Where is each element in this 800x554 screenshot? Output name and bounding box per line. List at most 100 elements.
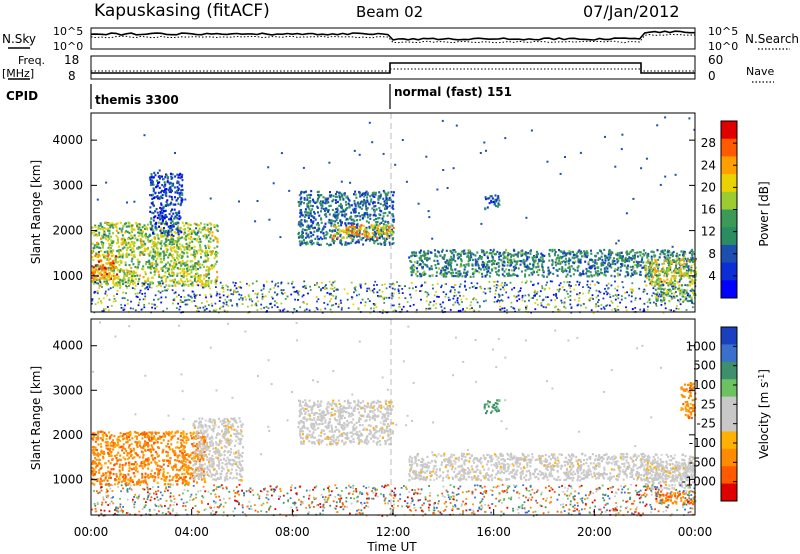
scatter-cell [408,256,411,259]
noise-cell [564,307,567,309]
noise-cell [578,293,580,296]
scatter-cell [476,251,479,254]
noise-cell [624,291,626,294]
noise-cell [144,298,146,301]
scatter-cell [683,292,686,295]
noise-cell [251,300,254,303]
scatter-cell [463,271,466,274]
scatter-cell [336,200,339,203]
scatter-cell [566,273,569,276]
scatter-cell [325,230,328,234]
noise-cell [610,284,613,287]
scatter-cell [151,256,154,259]
noise-cell [484,292,487,295]
noise-cell [513,295,516,297]
noise-cell [539,290,542,293]
scatter-cell [503,275,506,278]
scatter-cell [668,266,671,269]
scatter-cell [470,252,473,255]
scatter-cell [414,254,417,257]
noise-cell [361,298,364,301]
scatter-cell [687,259,690,262]
scatter-cell [179,253,182,256]
noise-cell [475,287,477,289]
scatter-cell [161,214,164,217]
scatter-cell [139,238,142,241]
scatter-cell [620,251,623,254]
sparse-cell [133,200,136,203]
noise-cell [534,302,537,304]
scatter-cell [657,274,660,277]
scatter-cell [490,260,493,263]
scatter-cell [321,229,324,232]
scatter-cell [373,192,376,195]
noise-cell [573,299,576,301]
scatter-cell [497,274,500,277]
scatter-cell [173,267,175,270]
scatter-cell [441,266,444,270]
noise-cell [505,291,508,294]
scatter-cell [343,213,346,216]
scatter-cell [505,255,507,258]
scatter-cell [635,260,638,263]
scatter-cell [179,216,182,219]
scatter-cell [176,197,179,200]
scatter-cell [364,227,367,230]
noise-cell [283,291,286,294]
scatter-cell [184,283,187,286]
noise-cell [690,290,693,293]
scatter-cell [330,224,333,227]
scatter-cell [182,283,185,286]
scatter-cell [331,200,334,203]
scatter-cell [196,272,199,275]
scatter-cell [437,262,440,265]
noise-cell [223,302,226,305]
scatter-cell [378,230,381,233]
noise-cell [202,286,204,289]
scatter-cell [422,254,424,257]
scatter-cell [457,275,460,278]
scatter-cell [368,214,371,217]
scatter-cell [667,268,670,271]
noise-cell [624,297,627,300]
sparse-cell [625,212,628,215]
scatter-cell [203,265,205,269]
scatter-cell [433,259,436,262]
scatter-cell [340,224,343,227]
scatter-cell [173,279,176,282]
sparse-cell [401,139,404,141]
scatter-cell [668,256,671,259]
noise-cell [499,288,502,291]
noise-cell [143,306,146,309]
scatter-cell [310,243,313,246]
scatter-cell [176,246,179,249]
scatter-cell [121,279,124,282]
scatter-cell [654,259,657,262]
scatter-cell [581,255,584,258]
scatter-cell [141,282,144,285]
noise-cell [157,298,160,301]
noise-cell [646,308,649,311]
scatter-cell [524,275,527,278]
scatter-cell [683,255,686,258]
scatter-cell [181,198,184,201]
scatter-cell [651,267,653,271]
scatter-cell [208,231,211,234]
scatter-cell [152,258,155,261]
scatter-cell [350,241,353,244]
scatter-cell [179,272,182,275]
scatter-cell [309,239,312,242]
scatter-cell [478,267,481,270]
noise-cell [284,298,287,300]
scatter-cell [382,197,385,200]
scatter-cell [531,267,534,270]
scatter-cell [541,258,544,261]
scatter-cell [207,270,210,274]
scatter-cell [620,263,623,266]
scatter-cell [144,236,147,239]
scatter-cell [648,278,651,281]
scatter-cell [133,234,136,237]
noise-cell [116,283,118,286]
scatter-cell [675,275,677,278]
noise-cell [303,285,306,287]
